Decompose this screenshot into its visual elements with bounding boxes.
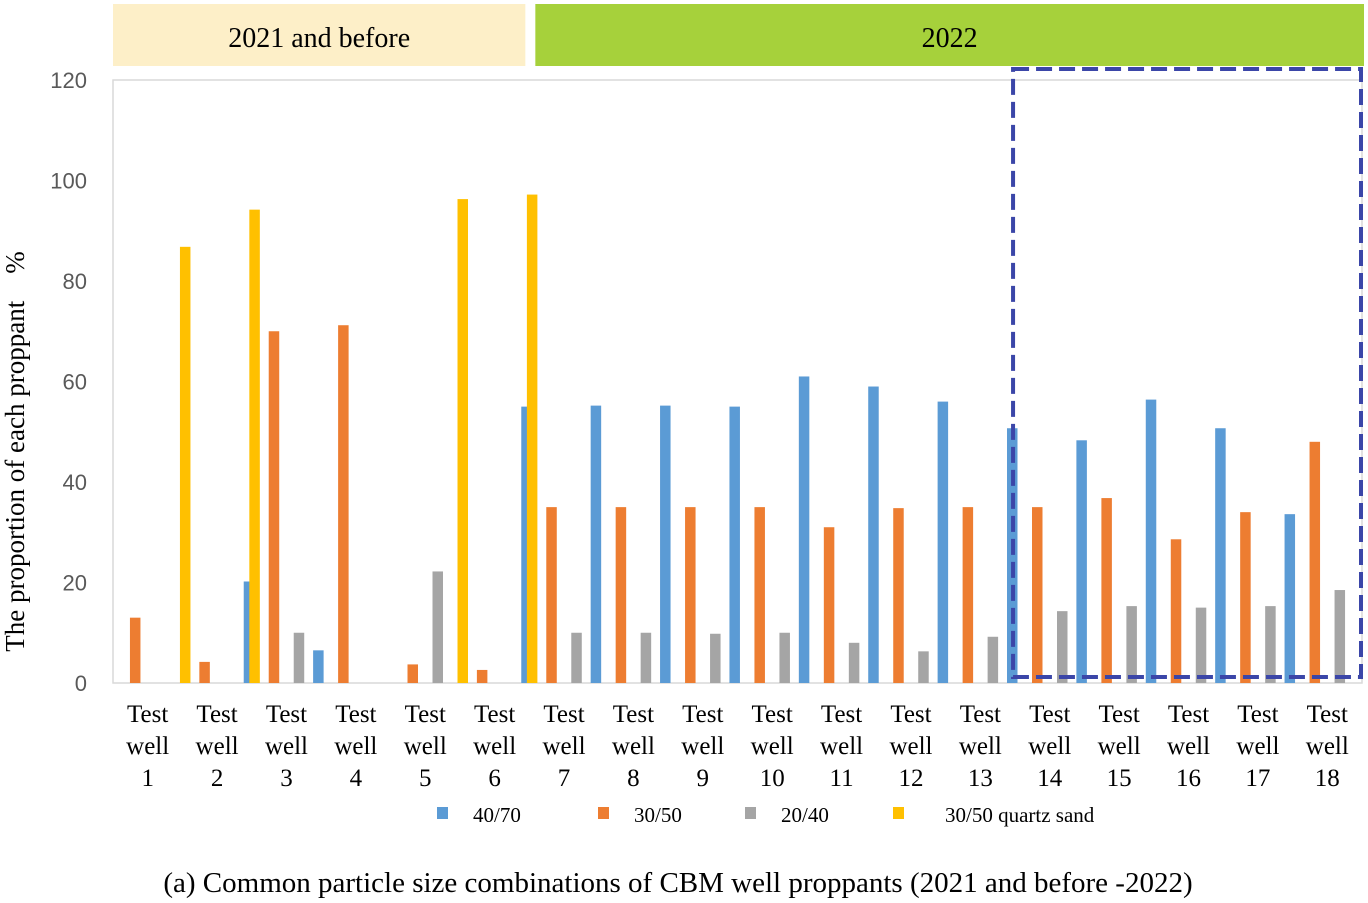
y-tick-label: 80 — [63, 269, 87, 294]
legend: 40/70 30/50 20/40 30/50 quartz sand — [437, 803, 1095, 827]
bar-30-50-well-18 — [1309, 441, 1321, 683]
bar-30-50-well-5 — [407, 664, 418, 683]
bars — [129, 194, 1346, 683]
x-tick-label: Test well 13 — [959, 701, 1002, 792]
bar-30-50-well-1 — [129, 617, 141, 683]
bar-40-70-well-17 — [1215, 428, 1226, 683]
x-tick-label: Test well 11 — [820, 701, 863, 792]
bar-30-50-well-16 — [1170, 539, 1182, 683]
x-tick-label: Test well 5 — [404, 701, 447, 792]
bar-20-40-well-16 — [1195, 607, 1207, 683]
bar-30-50-well-4 — [338, 325, 349, 683]
bar-40-70-well-3 — [243, 581, 255, 683]
bar-20-40-well-15 — [1126, 606, 1137, 683]
legend-label: 30/50 — [634, 803, 682, 827]
x-tick-label: Test well 14 — [1028, 701, 1071, 792]
x-tick-label: Test well 6 — [473, 701, 516, 792]
x-tick-label: Test well 4 — [334, 701, 377, 792]
bar-20-40-well-9 — [710, 633, 721, 683]
bar-30-50-well-10 — [754, 507, 765, 683]
bar-20-40-well-18 — [1334, 590, 1346, 683]
period-header-box — [113, 4, 526, 66]
bar-40-70-well-10 — [729, 406, 740, 683]
bar-30-50-well-9 — [685, 507, 696, 683]
y-tick-label: 60 — [63, 370, 87, 395]
x-tick-label: Test well 9 — [681, 701, 724, 792]
x-tick-label: Test well 2 — [196, 701, 239, 792]
bar-40-70-well-18 — [1284, 514, 1296, 683]
bar-30-50-well-12 — [893, 508, 904, 683]
y-tick-label: 100 — [50, 169, 87, 194]
bar-30-50-quartz-sand-well-2 — [249, 209, 260, 683]
bar-30-50-well-15 — [1101, 498, 1112, 683]
bar-30-50-well-7 — [546, 507, 557, 683]
y-tick-label: 40 — [63, 470, 87, 495]
bar-20-40-well-5 — [432, 571, 443, 683]
bar-30-50-quartz-sand-well-6 — [526, 194, 538, 683]
bar-20-40-well-8 — [640, 632, 652, 683]
legend-swatch — [437, 807, 448, 819]
y-tick-label: 0 — [75, 671, 87, 696]
bar-40-70-well-16 — [1145, 399, 1157, 683]
bar-30-50-well-3 — [268, 331, 280, 683]
y-tick-label: 120 — [50, 68, 87, 93]
x-tick-label: Test well 3 — [265, 701, 308, 792]
bar-40-70-well-13 — [937, 401, 949, 683]
x-axis: Test well 1 Test well 2 Test well 3 Test well 4 Test… — [126, 701, 1349, 792]
x-tick-label: Test well 18 — [1306, 701, 1349, 792]
bar-40-70-well-8 — [590, 405, 602, 683]
bar-20-40-well-13 — [987, 636, 999, 683]
period-header-label: 2022 — [922, 23, 978, 54]
bar-30-50-well-2 — [199, 661, 210, 683]
bar-40-70-well-4 — [313, 650, 324, 683]
x-tick-label: Test well 8 — [612, 701, 655, 792]
bar-30-50-well-8 — [615, 507, 627, 683]
bar-40-70-well-14 — [1007, 428, 1018, 683]
figure-caption: (a) Common particle size combinations of… — [163, 867, 1192, 899]
bar-20-40-well-14 — [1057, 611, 1068, 683]
bar-30-50-well-11 — [823, 527, 835, 683]
x-tick-label: Test well 17 — [1236, 701, 1279, 792]
bar-40-70-well-15 — [1076, 440, 1087, 683]
y-axis: 0 20 40 60 80 100 120 — [50, 68, 87, 696]
x-tick-label: Test well 1 — [126, 701, 169, 792]
legend-label: 30/50 quartz sand — [945, 803, 1095, 827]
period-header-box — [535, 4, 1364, 66]
period-headers: 2021 and before 2022 — [113, 4, 1364, 66]
x-tick-label: Test well 12 — [889, 701, 932, 792]
x-tick-label: Test well 15 — [1098, 701, 1141, 792]
legend-swatch — [598, 807, 609, 819]
bar-30-50-quartz-sand-well-5 — [457, 199, 468, 683]
bar-20-40-well-11 — [848, 642, 860, 683]
bar-30-50-well-14 — [1032, 507, 1043, 683]
bar-40-70-well-9 — [660, 405, 671, 683]
legend-swatch — [893, 807, 904, 819]
y-axis-label: The proportion of each proppant % — [0, 251, 30, 651]
bar-40-70-well-7 — [521, 406, 532, 683]
bar-20-40-well-7 — [571, 632, 582, 683]
bar-20-40-well-17 — [1265, 606, 1276, 683]
x-tick-label: Test well 10 — [751, 701, 794, 792]
bar-30-50-well-17 — [1240, 512, 1251, 683]
x-tick-label: Test well 16 — [1167, 701, 1210, 792]
legend-label: 20/40 — [781, 803, 829, 827]
bar-20-40-well-10 — [779, 632, 790, 683]
x-tick-label: Test well 7 — [543, 701, 586, 792]
legend-label: 40/70 — [473, 803, 521, 827]
bar-30-50-quartz-sand-well-1 — [179, 246, 191, 683]
bar-40-70-well-11 — [798, 376, 810, 683]
y-tick-label: 20 — [63, 571, 87, 596]
bar-40-70-well-12 — [868, 386, 879, 683]
legend-swatch — [745, 807, 756, 819]
highlight-box-2022-recent — [1011, 67, 1363, 679]
period-header-label: 2021 and before — [228, 23, 410, 54]
bar-30-50-well-13 — [962, 507, 974, 683]
bar-20-40-well-12 — [918, 651, 929, 683]
bar-20-40-well-3 — [293, 632, 305, 683]
bar-30-50-well-6 — [476, 669, 488, 683]
